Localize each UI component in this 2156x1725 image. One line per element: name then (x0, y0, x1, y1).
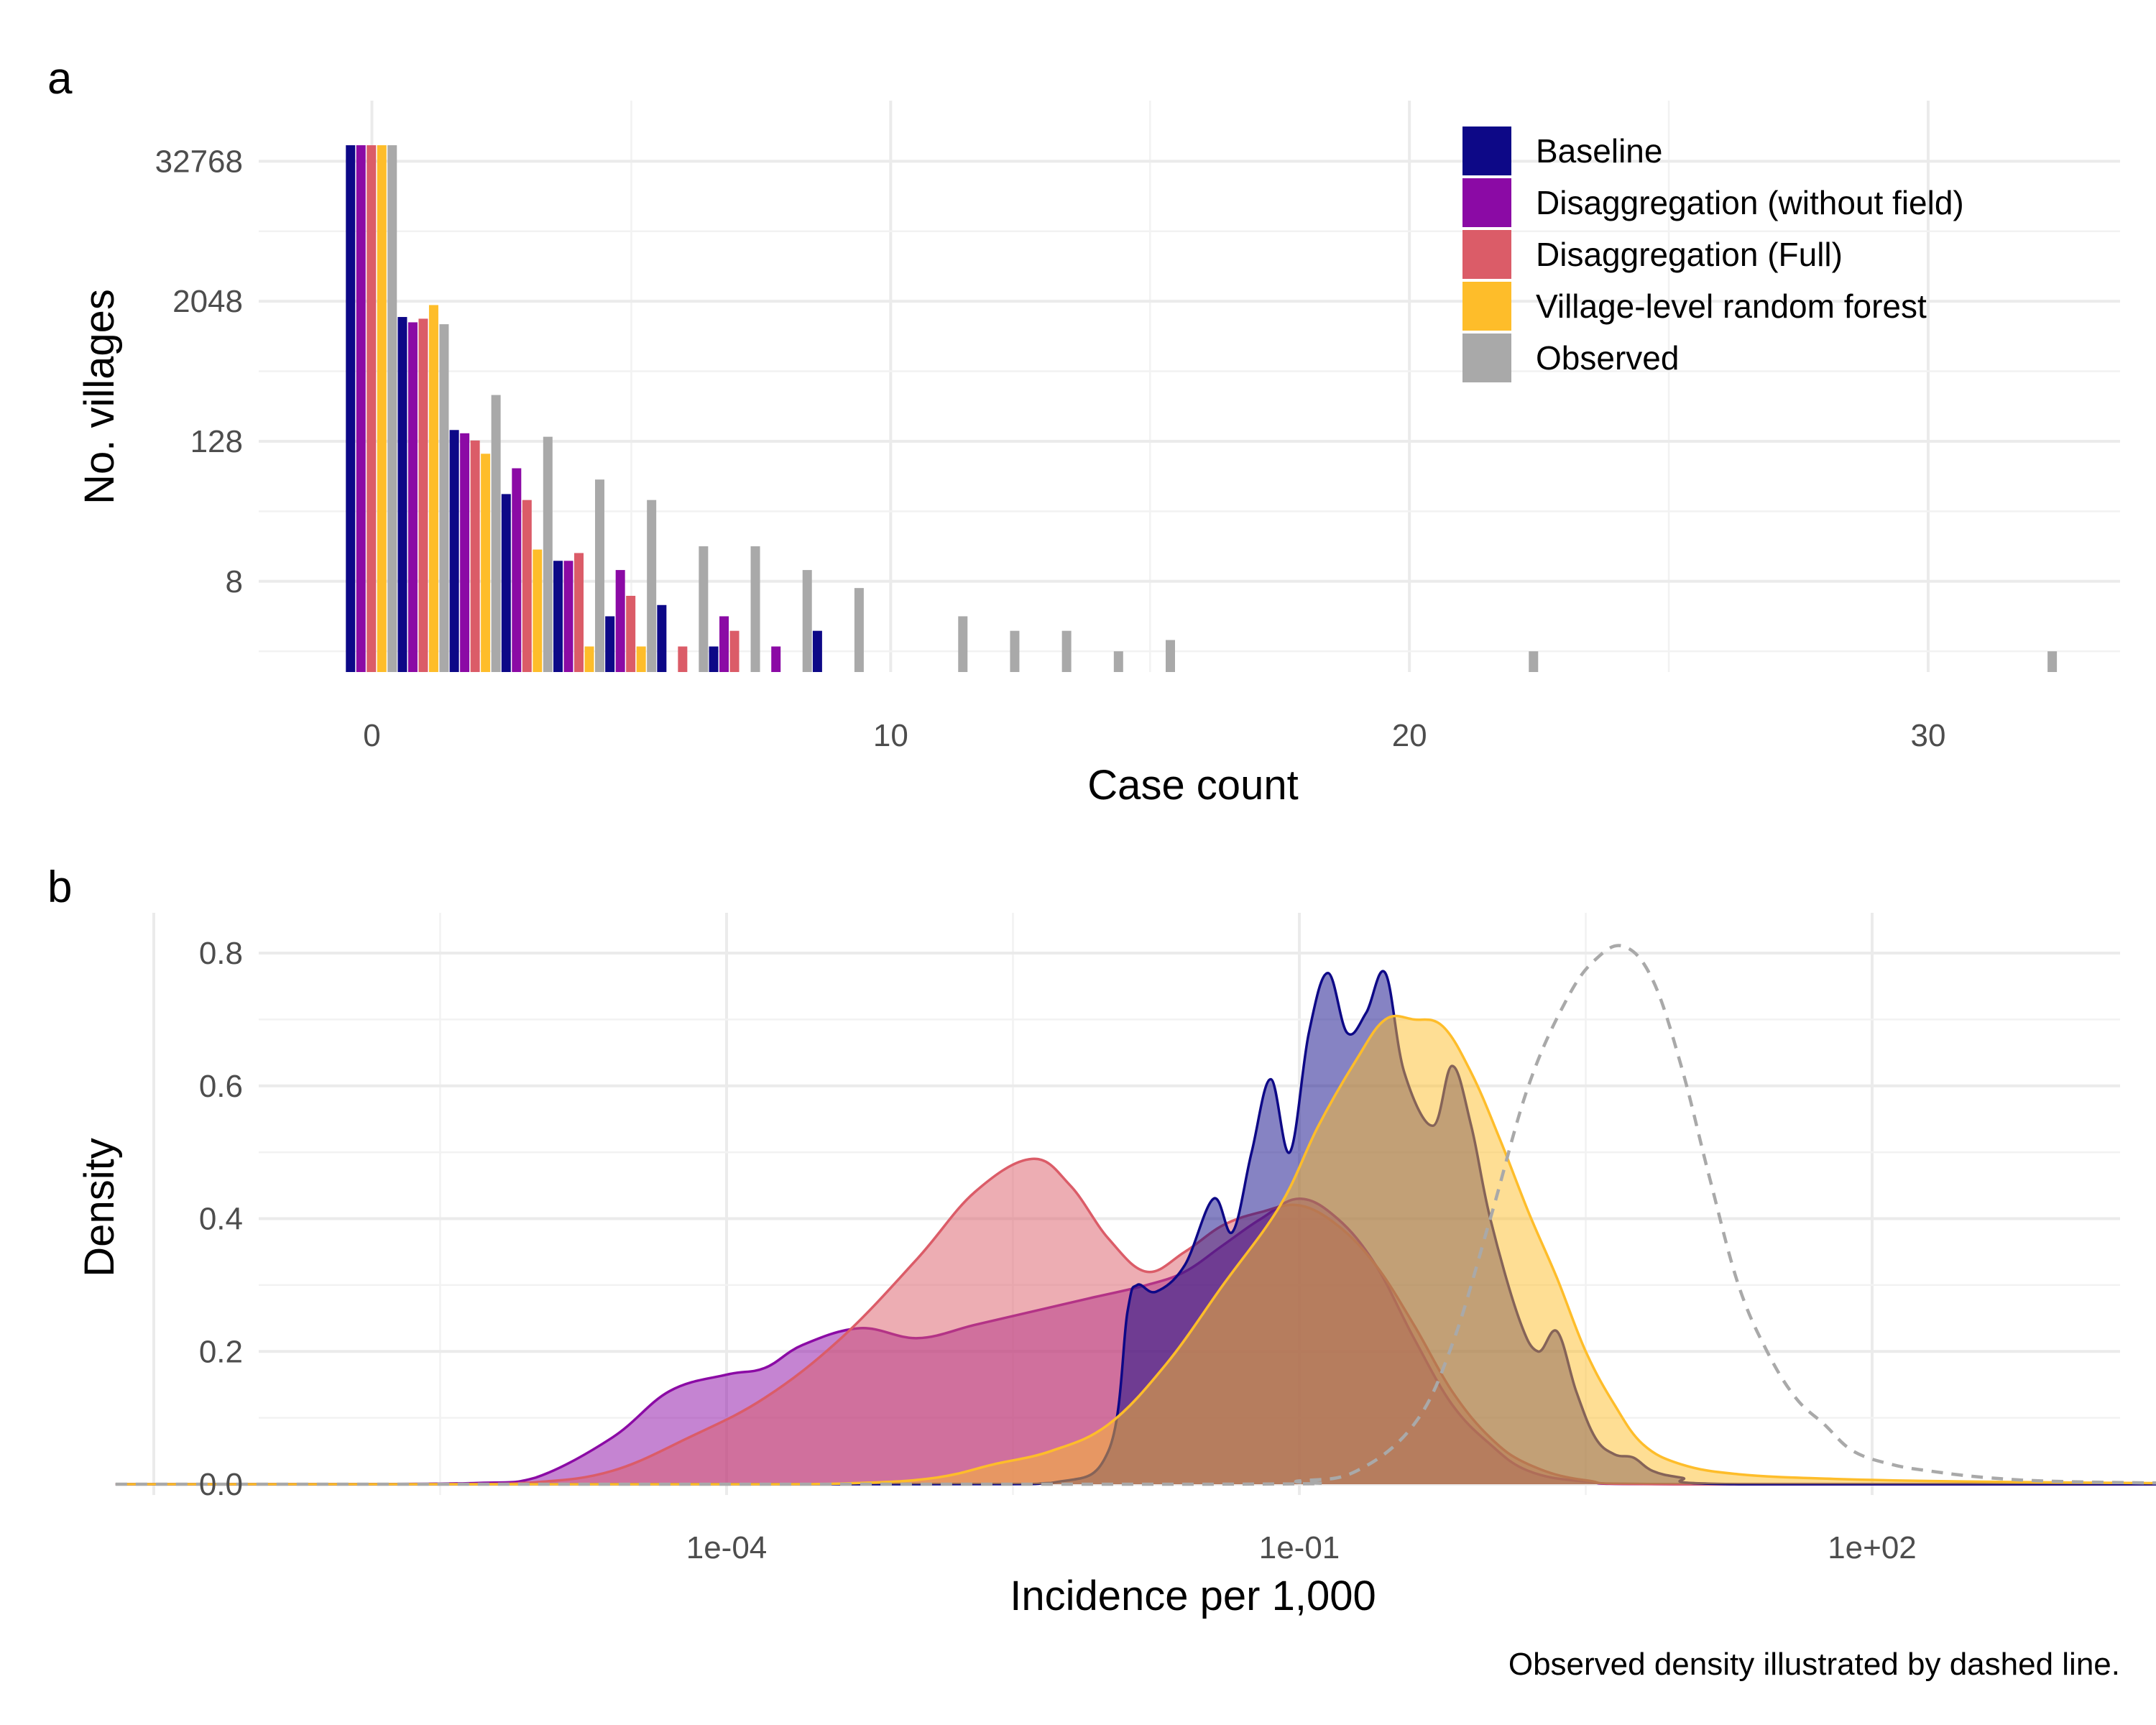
y-tick-label: 0.8 (199, 936, 243, 971)
bar-disagg_full-7 (729, 630, 740, 672)
bar-observed-3 (543, 436, 553, 672)
panel-b-y-ticks: 0.0 0.2 0.4 0.6 0.8 (199, 936, 243, 1502)
legend-key-disagg_full (1462, 230, 1511, 279)
panel-a-y-axis-title: No. villages (76, 289, 123, 505)
panel-b-x-axis-title: Incidence per 1,000 (1010, 1573, 1376, 1619)
panel-a-x-ticks: 0 10 20 30 (363, 718, 1945, 753)
x-tick-label: 20 (1392, 718, 1427, 753)
legend: Baseline Disaggregation (without field) Di… (1462, 126, 1964, 382)
bar-observed-15 (1166, 640, 1175, 672)
panel-a-letter: a (47, 54, 73, 104)
y-tick-label: 128 (190, 424, 243, 459)
bar-disagg_full-5 (626, 595, 636, 672)
legend-key-baseline (1462, 126, 1511, 175)
bar-baseline-9 (812, 630, 822, 672)
panel-b-densities (115, 944, 2156, 1486)
y-tick-label: 2048 (172, 284, 243, 319)
bar-disagg_without_field-8 (771, 646, 781, 672)
bar-disagg_full-6 (678, 646, 688, 672)
bar-village_rf-4 (584, 646, 594, 672)
x-tick-label: 0 (363, 718, 380, 753)
bar-observed-2 (491, 395, 501, 672)
panel-b-letter: b (47, 862, 72, 912)
bar-observed-6 (699, 546, 709, 672)
bar-observed-4 (594, 479, 604, 672)
bar-disagg_full-0 (367, 145, 377, 673)
bar-village_rf-1 (428, 305, 438, 672)
bar-baseline-0 (346, 145, 356, 673)
bar-observed-9 (854, 588, 864, 672)
bar-baseline-4 (553, 561, 563, 672)
legend-key-disagg_without_field (1462, 178, 1511, 227)
y-tick-label: 0.2 (199, 1334, 243, 1369)
bar-baseline-3 (501, 494, 511, 672)
bar-observed-0 (387, 145, 397, 673)
y-tick-label: 0.6 (199, 1069, 243, 1104)
bar-observed-14 (1113, 651, 1123, 672)
legend-label: Observed (1536, 339, 1679, 377)
bar-disagg_without_field-4 (563, 561, 573, 672)
bar-village_rf-0 (377, 145, 387, 673)
x-tick-label: 1e-04 (686, 1530, 768, 1565)
y-tick-label: 0.4 (199, 1202, 243, 1237)
x-tick-label: 1e-01 (1259, 1530, 1340, 1565)
bar-village_rf-2 (481, 454, 491, 672)
bar-observed-1 (439, 324, 449, 672)
legend-key-village_rf (1462, 282, 1511, 331)
bar-baseline-5 (605, 616, 615, 672)
panel-a-y-ticks: 8 128 2048 32768 (155, 144, 243, 599)
x-tick-label: 30 (1911, 718, 1946, 753)
bar-disagg_full-2 (470, 440, 480, 672)
bar-disagg_full-3 (522, 500, 532, 672)
bar-observed-13 (1061, 630, 1072, 672)
y-tick-label: 0.0 (199, 1467, 243, 1502)
bar-village_rf-3 (533, 549, 543, 672)
bar-disagg_without_field-3 (512, 468, 522, 672)
bar-disagg_full-1 (418, 318, 428, 672)
bar-observed-7 (750, 546, 760, 672)
legend-label: Disaggregation (Full) (1536, 236, 1843, 273)
legend-label: Baseline (1536, 132, 1662, 170)
panel-a-bars (346, 145, 2058, 673)
bar-observed-11 (958, 616, 968, 672)
panel-b-x-ticks: 1e-04 1e-01 1e+02 (686, 1530, 1917, 1565)
density-line-village_rf (115, 1014, 2156, 1486)
y-tick-label: 8 (226, 564, 243, 599)
y-tick-label: 32768 (155, 144, 243, 179)
bar-disagg_without_field-7 (719, 616, 729, 672)
bar-observed-32 (2047, 651, 2058, 672)
bar-disagg_full-4 (573, 553, 584, 672)
bar-observed-22 (1529, 651, 1539, 672)
x-tick-label: 1e+02 (1828, 1530, 1917, 1565)
panel-a-x-axis-title: Case count (1087, 762, 1298, 809)
bar-village_rf-5 (636, 646, 646, 672)
bar-disagg_without_field-5 (615, 570, 625, 672)
legend-label: Village-level random forest (1536, 288, 1927, 325)
density-line-observed (115, 944, 2156, 1486)
bar-observed-8 (802, 570, 812, 672)
legend-label: Disaggregation (without field) (1536, 184, 1964, 221)
x-tick-label: 10 (873, 718, 908, 753)
bar-observed-5 (647, 500, 657, 672)
bar-baseline-2 (449, 430, 459, 672)
panel-a: a 0 10 20 30 8 128 2048 32768 Case count No. v… (47, 54, 2120, 809)
density-fill-baseline (115, 971, 2156, 1485)
bar-baseline-7 (709, 646, 719, 672)
bar-observed-12 (1010, 630, 1020, 672)
bar-disagg_without_field-0 (356, 145, 366, 673)
panel-b-y-axis-title: Density (76, 1138, 123, 1276)
legend-key-observed (1462, 334, 1511, 382)
bar-baseline-1 (397, 317, 407, 672)
caption: Observed density illustrated by dashed l… (1508, 1647, 2120, 1682)
bar-disagg_without_field-1 (407, 322, 418, 672)
panel-b: b 1e-04 1e-01 1e+02 0.0 0.2 0.4 0.6 0.8 Incide… (47, 862, 2156, 1682)
bar-disagg_without_field-2 (460, 433, 470, 672)
bar-baseline-6 (657, 604, 667, 672)
